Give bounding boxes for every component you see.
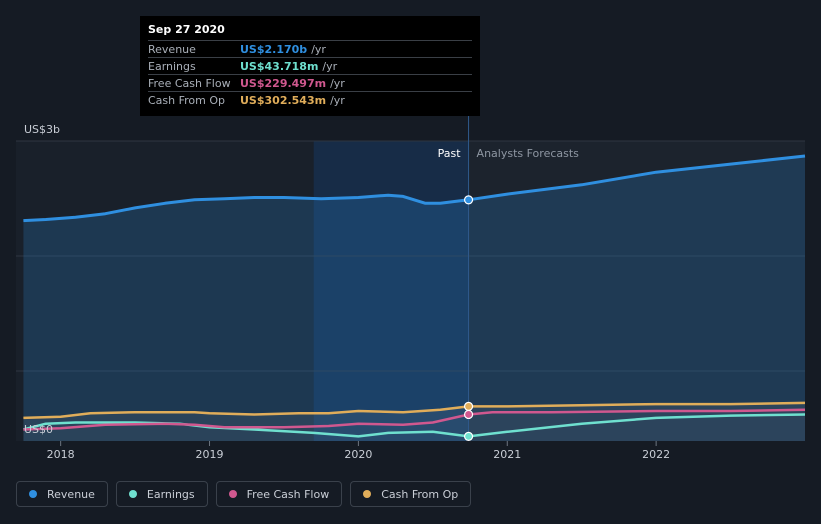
forecast-label: Analysts Forecasts <box>477 147 580 160</box>
revenue-marker <box>463 195 474 205</box>
free-cash-flow-dot-icon <box>228 490 237 498</box>
tooltip-value: US$2.170b <box>240 42 308 56</box>
tooltip-row-earnings: Earnings US$43.718m /yr <box>148 57 472 74</box>
legend-item-free-cash-flow[interactable]: Free Cash Flow <box>215 481 343 507</box>
revenue-line <box>23 154 806 223</box>
data-tooltip: Sep 27 2020 Revenue US$2.170b /yr Earnin… <box>140 16 480 116</box>
tooltip-row-free-cash-flow: Free Cash Flow US$229.497m /yr <box>148 74 472 91</box>
tooltip-value: US$229.497m <box>240 76 327 90</box>
cash-from-op-dot-icon <box>363 490 372 498</box>
tooltip-row-cash-from-op: Cash From Op US$302.543m /yr <box>148 91 472 108</box>
y-axis-max-label: US$3b <box>24 123 60 136</box>
legend-label: Free Cash Flow <box>246 487 330 501</box>
past-region <box>16 141 314 441</box>
revenue-earnings-chart: 2018 2019 2020 2021 2022 US$3b US$0 Past Analyst… <box>16 116 806 461</box>
revenue-area <box>23 156 805 441</box>
earnings-dot-icon <box>128 490 137 498</box>
legend-label: Cash From Op <box>381 487 459 501</box>
tooltip-row-revenue: Revenue US$2.170b /yr <box>148 40 472 57</box>
x-tick-label: 2020 <box>344 448 372 461</box>
legend-label: Revenue <box>47 487 95 501</box>
tooltip-unit: /yr <box>311 42 326 56</box>
legend-item-earnings[interactable]: Earnings <box>115 481 208 507</box>
x-tick-label: 2018 <box>47 448 75 461</box>
x-tick-label: 2019 <box>196 448 224 461</box>
tooltip-label: Revenue <box>148 42 196 56</box>
tooltip-value: US$43.718m <box>240 59 319 73</box>
legend-label: Earnings <box>146 487 195 501</box>
tooltip-label: Earnings <box>148 59 196 73</box>
highlight-region <box>313 141 469 441</box>
chart-legend: Revenue Earnings Free Cash Flow Cash Fro… <box>16 481 472 507</box>
y-axis-min-label: US$0 <box>24 423 53 436</box>
tooltip-label: Cash From Op <box>148 93 226 107</box>
earnings-marker <box>463 431 474 441</box>
tooltip-unit: /yr <box>330 93 345 107</box>
tooltip-label: Free Cash Flow <box>148 76 231 90</box>
tooltip-date: Sep 27 2020 <box>148 23 225 36</box>
earnings-line <box>23 413 806 438</box>
tooltip-unit: /yr <box>322 59 338 73</box>
free-cash-flow-line <box>23 408 806 431</box>
x-tick-label: 2022 <box>642 448 670 461</box>
x-tick-label: 2021 <box>493 448 521 461</box>
tooltip-unit: /yr <box>330 76 345 90</box>
revenue-dot-icon <box>29 490 37 498</box>
cash-from-op-marker <box>463 401 474 411</box>
past-label: Past <box>438 147 462 160</box>
free-cash-flow-marker <box>463 409 474 420</box>
cash-from-op-line <box>23 401 806 420</box>
tooltip-value: US$302.543m <box>240 93 327 107</box>
legend-item-revenue[interactable]: Revenue <box>16 481 108 507</box>
legend-item-cash-from-op[interactable]: Cash From Op <box>350 481 472 507</box>
